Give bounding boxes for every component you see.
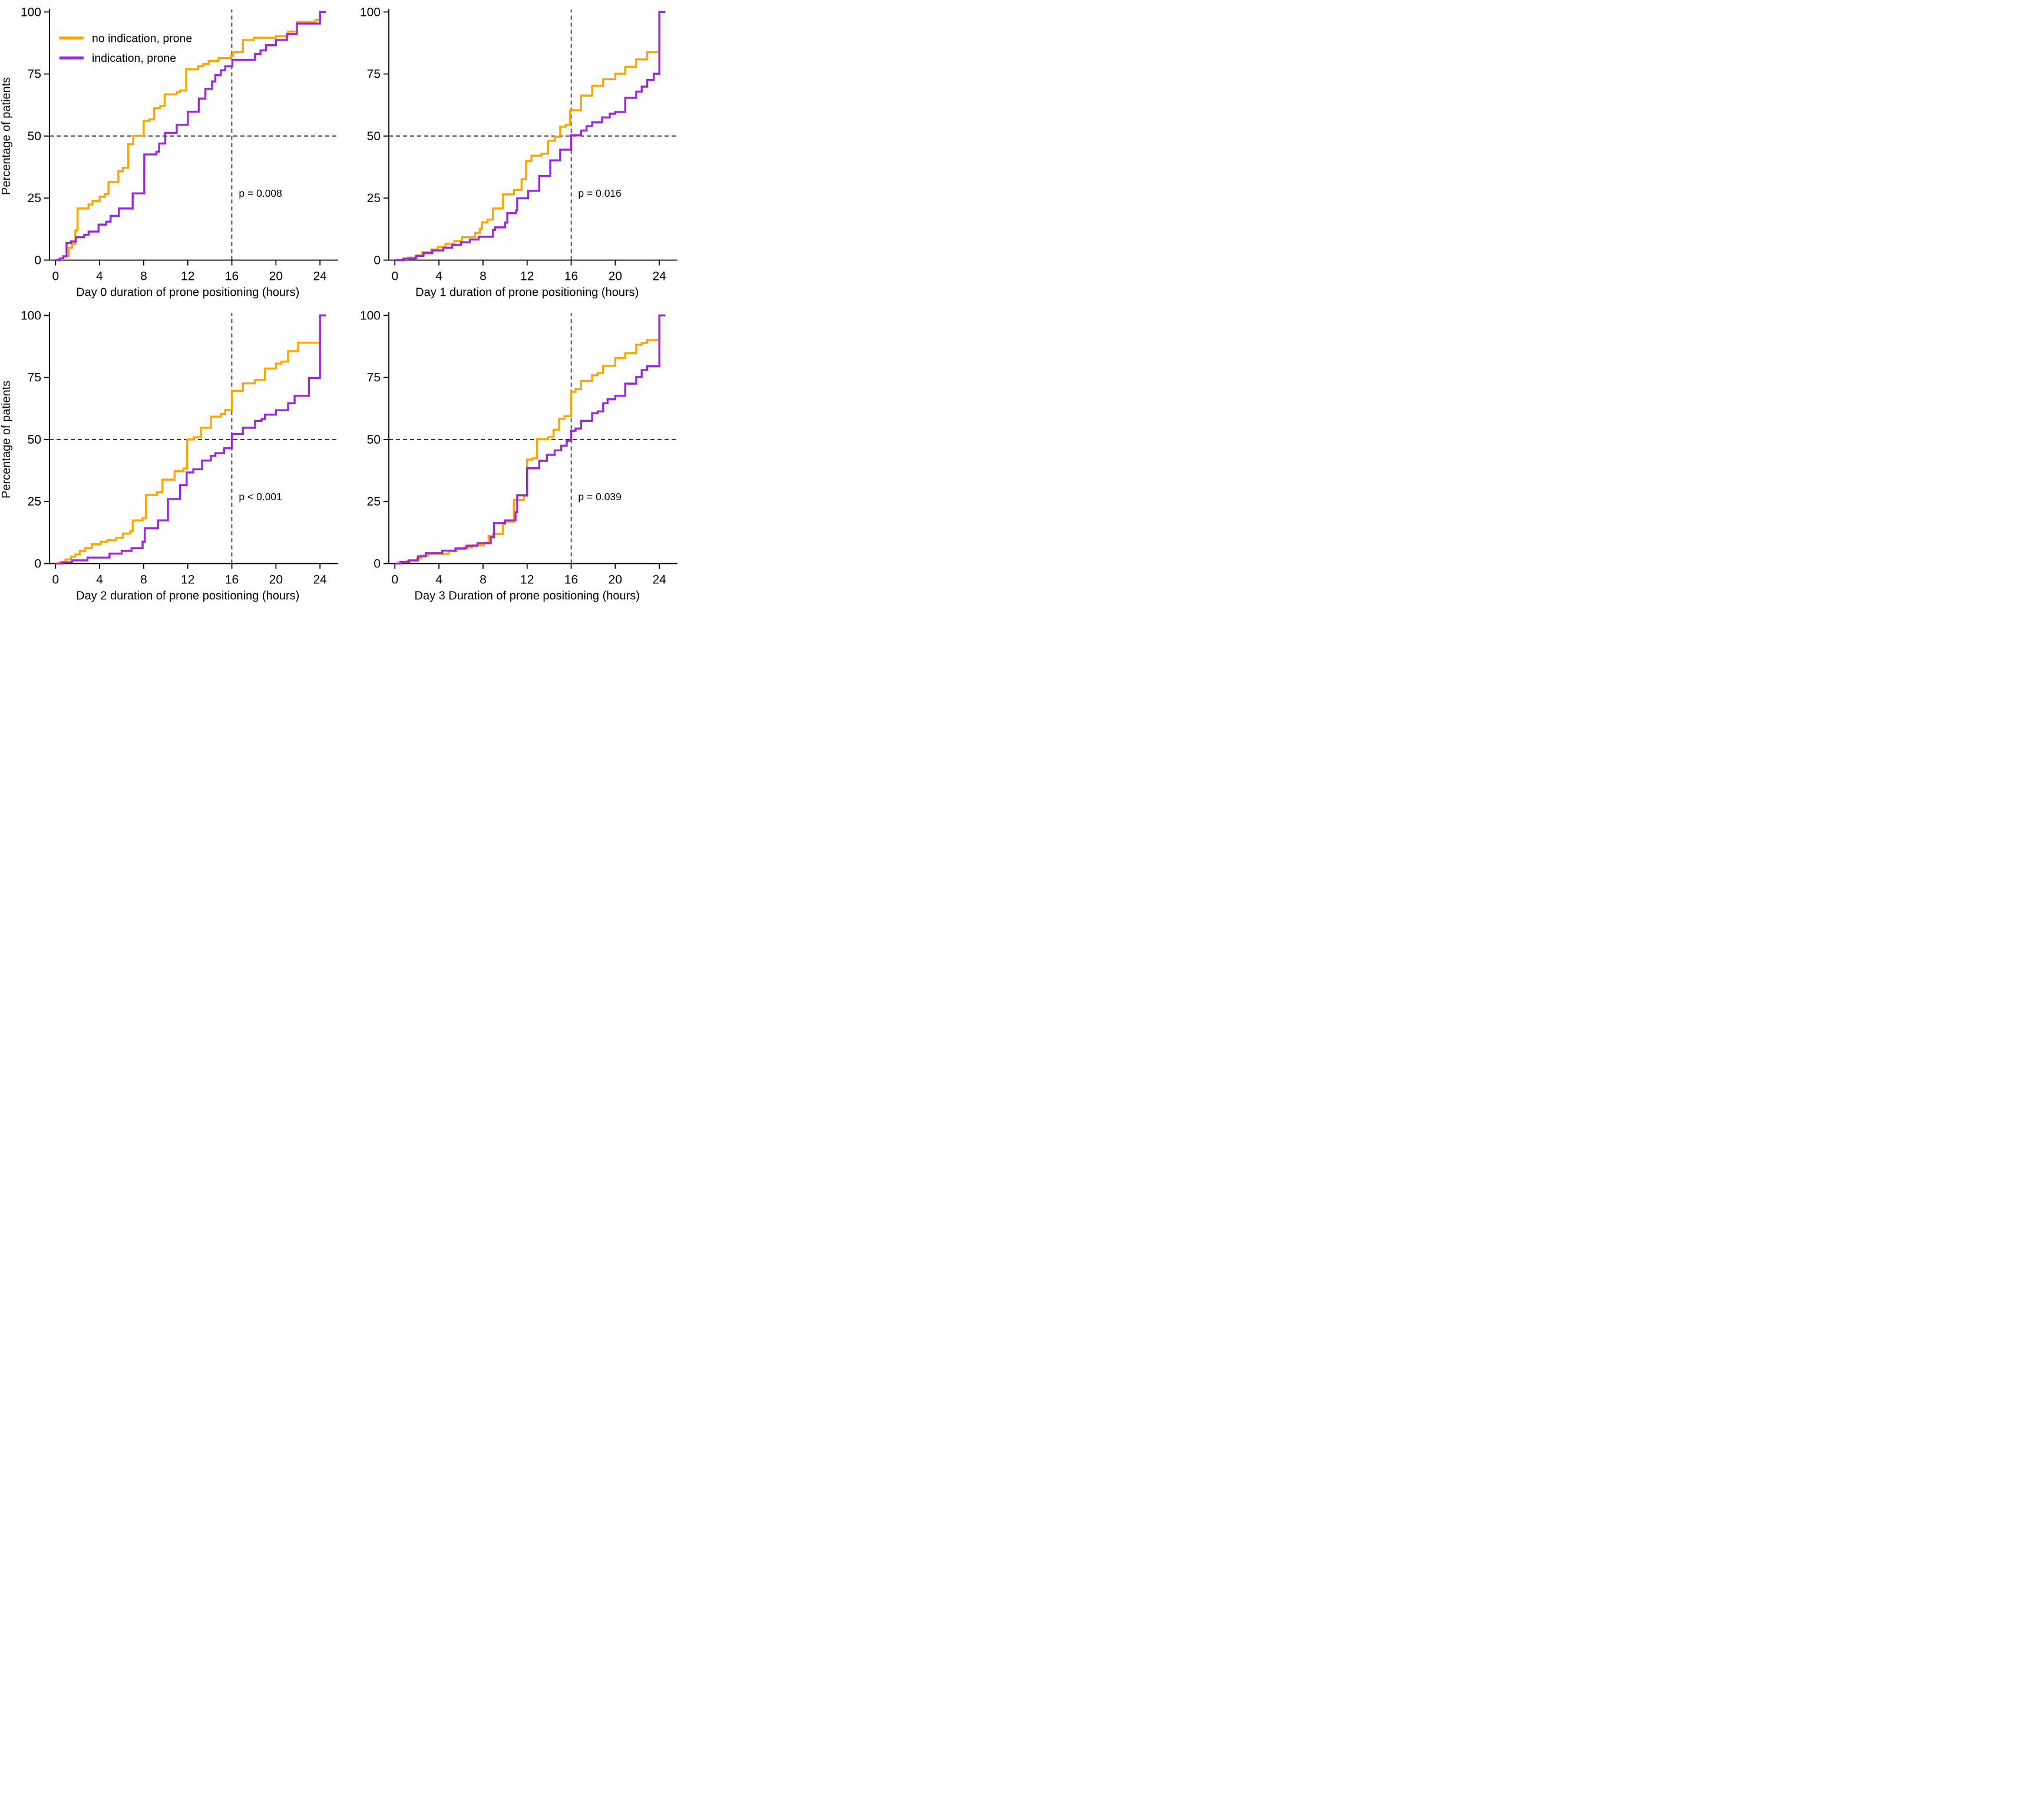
panel-day1: 0 4 8 12 16 20 24 0 25 50 75 100 Day 1 duration of p… xyxy=(339,0,679,303)
x-tick-label: 8 xyxy=(140,269,147,283)
y-tick-label: 0 xyxy=(374,557,381,570)
km-style-figure: 0 4 8 12 16 20 24 0 25 50 75 100 Day 0 duration of p… xyxy=(0,0,679,607)
x-tick-label: 24 xyxy=(652,269,666,283)
x-tick-label: 12 xyxy=(520,573,534,586)
x-tick-label: 16 xyxy=(225,573,239,586)
x-tick-label: 16 xyxy=(225,269,239,283)
curve-indication xyxy=(55,11,326,262)
y-tick-label: 25 xyxy=(367,495,381,508)
chart-day0: 0 4 8 12 16 20 24 0 25 50 75 100 Day 0 duration of p… xyxy=(0,5,338,299)
p-value-label: p < 0.001 xyxy=(239,491,282,503)
curve-indication xyxy=(395,314,666,565)
curve-indication xyxy=(395,11,666,262)
panel-day0: 0 4 8 12 16 20 24 0 25 50 75 100 Day 0 duration of p… xyxy=(0,0,339,303)
x-axis-title: Day 3 Duration of prone positioning (hou… xyxy=(415,589,640,602)
curve-no-indication xyxy=(55,11,326,262)
x-tick-label: 24 xyxy=(313,573,327,586)
x-tick-label: 0 xyxy=(52,573,59,586)
y-tick-label: 0 xyxy=(34,253,41,267)
y-tick-label: 100 xyxy=(21,5,41,19)
x-tick-label: 12 xyxy=(181,269,194,283)
x-tick-label: 0 xyxy=(391,269,398,283)
curve-indication xyxy=(55,314,326,565)
x-tick-label: 24 xyxy=(313,269,327,283)
x-tick-label: 8 xyxy=(140,573,147,586)
x-tick-label: 4 xyxy=(96,269,103,283)
panel-day2: 0 4 8 12 16 20 24 0 25 50 75 100 Day 2 duration of p… xyxy=(0,303,339,607)
x-tick-label: 12 xyxy=(520,269,534,283)
p-value-label: p = 0.039 xyxy=(578,491,621,503)
x-axis-title: Day 0 duration of prone positioning (hou… xyxy=(76,286,299,299)
chart-day1: 0 4 8 12 16 20 24 0 25 50 75 100 Day 1 duration of p… xyxy=(360,5,677,299)
y-axis-title: Percentage of patients xyxy=(0,77,13,195)
y-tick-label: 25 xyxy=(28,495,41,508)
y-tick-label: 50 xyxy=(367,130,381,143)
x-tick-label: 12 xyxy=(181,573,194,586)
y-tick-label: 75 xyxy=(28,68,41,81)
x-tick-label: 20 xyxy=(609,269,622,283)
legend-label: no indication, prone xyxy=(92,32,192,45)
legend-label: indication, prone xyxy=(92,52,176,65)
y-tick-label: 75 xyxy=(367,371,381,385)
x-tick-label: 4 xyxy=(96,573,103,586)
x-axis-title: Day 2 duration of prone positioning (hou… xyxy=(76,589,299,602)
y-tick-label: 0 xyxy=(34,557,41,570)
x-axis-title: Day 1 duration of prone positioning (hou… xyxy=(415,286,639,299)
y-tick-label: 50 xyxy=(367,433,381,447)
x-tick-label: 20 xyxy=(609,573,622,586)
x-tick-label: 24 xyxy=(652,573,666,586)
x-tick-label: 4 xyxy=(435,269,442,283)
p-value-label: p = 0.016 xyxy=(578,187,621,199)
x-tick-label: 20 xyxy=(269,269,283,283)
x-tick-label: 0 xyxy=(391,573,398,586)
curve-no-indication xyxy=(395,11,666,262)
y-tick-label: 100 xyxy=(360,309,381,322)
p-value-label: p = 0.008 xyxy=(239,187,282,199)
y-tick-label: 75 xyxy=(28,371,41,385)
x-tick-label: 8 xyxy=(480,269,487,283)
y-tick-label: 75 xyxy=(367,68,381,81)
curve-no-indication xyxy=(55,314,326,565)
y-tick-label: 0 xyxy=(374,253,381,267)
panel-day3: 0 4 8 12 16 20 24 0 25 50 75 100 Day 3 Duration of p… xyxy=(339,303,679,607)
y-tick-label: 25 xyxy=(367,191,381,205)
y-axis-title: Percentage of patients xyxy=(0,381,13,498)
y-tick-label: 50 xyxy=(28,130,41,143)
x-tick-label: 16 xyxy=(564,269,578,283)
x-tick-label: 20 xyxy=(269,573,283,586)
y-tick-label: 50 xyxy=(28,433,41,447)
x-tick-label: 4 xyxy=(435,573,442,586)
chart-day2: 0 4 8 12 16 20 24 0 25 50 75 100 Day 2 duration of p… xyxy=(0,309,338,602)
y-tick-label: 25 xyxy=(28,191,41,205)
y-tick-label: 100 xyxy=(360,5,381,19)
x-tick-label: 0 xyxy=(52,269,59,283)
y-tick-label: 100 xyxy=(21,309,41,322)
x-tick-label: 16 xyxy=(564,573,578,586)
chart-day3: 0 4 8 12 16 20 24 0 25 50 75 100 Day 3 Duration of p… xyxy=(360,309,677,602)
x-tick-label: 8 xyxy=(480,573,487,586)
